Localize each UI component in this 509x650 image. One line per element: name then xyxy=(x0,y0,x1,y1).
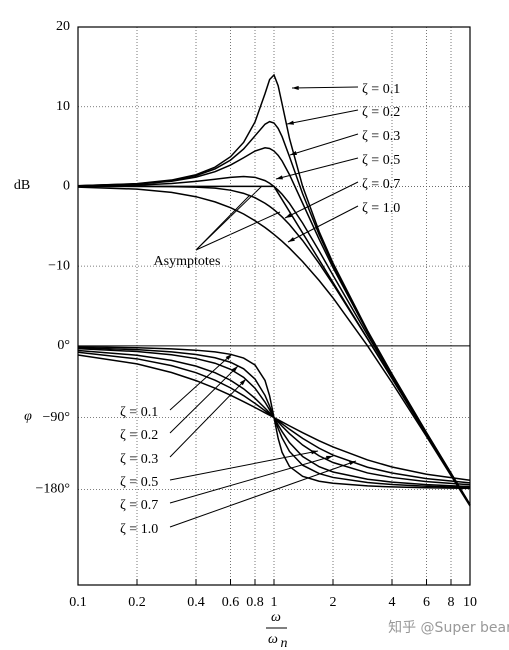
label-arrow xyxy=(169,353,233,411)
series-line xyxy=(77,354,471,481)
y-tick-label: −10 xyxy=(48,258,70,273)
label-arrow xyxy=(169,365,239,434)
y-tick-label: 0 xyxy=(63,179,70,194)
x-tick-label: 1 xyxy=(271,595,278,610)
arrow-head xyxy=(239,379,246,386)
label-arrow xyxy=(289,133,359,156)
series-label: ζ = 1.0 xyxy=(362,201,400,216)
x-tick-label: 0.2 xyxy=(128,595,146,610)
label-arrow xyxy=(169,378,247,458)
y2-tick-label: −90° xyxy=(43,410,71,425)
arrow-head xyxy=(285,213,292,218)
label-arrow xyxy=(287,205,359,243)
y-axis-label: dB xyxy=(14,178,30,193)
series-label: ζ = 0.3 xyxy=(120,452,158,467)
label-arrow xyxy=(169,455,334,504)
arrow-head xyxy=(225,354,232,361)
x-tick-label: 0.6 xyxy=(222,595,240,610)
arrow-head xyxy=(288,237,295,242)
label-arrow xyxy=(169,450,319,481)
watermark: 知乎 @Super bear xyxy=(388,619,509,636)
arrow-head xyxy=(349,461,356,466)
label-arrow xyxy=(284,181,359,219)
x-tick-label: 0.8 xyxy=(246,595,264,610)
label-arrow xyxy=(286,109,359,125)
y-tick-label: 10 xyxy=(56,99,70,114)
x-axis-label-numerator: ω xyxy=(271,610,281,625)
series-label: ζ = 0.1 xyxy=(362,82,400,97)
x-tick-label: 0.4 xyxy=(187,595,205,610)
arrow-head xyxy=(311,450,318,455)
series-label: ζ = 0.5 xyxy=(362,153,400,168)
arrow-head xyxy=(292,85,299,90)
series-label: ζ = 0.2 xyxy=(362,105,400,120)
label-arrow xyxy=(291,86,359,89)
y-tick-label: 20 xyxy=(56,19,70,34)
x-tick-label: 2 xyxy=(330,595,337,610)
label-arrow xyxy=(275,157,359,180)
arrow-head xyxy=(290,151,297,156)
series-line xyxy=(78,185,471,506)
arrow-head xyxy=(231,366,238,373)
y2-axis-label: φ xyxy=(24,409,32,424)
x-tick-label: 6 xyxy=(423,595,430,610)
x-tick-label: 10 xyxy=(463,595,477,610)
x-axis-label-subscript: n xyxy=(281,636,288,650)
series-line xyxy=(77,186,471,507)
annotation-arrow xyxy=(195,194,251,251)
plot-frame xyxy=(77,26,471,586)
series-label: ζ = 0.1 xyxy=(120,405,158,420)
series-label: ζ = 0.3 xyxy=(362,129,400,144)
series-line xyxy=(77,147,471,506)
y2-tick-label: −180° xyxy=(36,482,71,497)
x-tick-label: 4 xyxy=(389,595,396,610)
series-label: ζ = 0.7 xyxy=(362,177,400,192)
series-label: ζ = 0.5 xyxy=(120,475,158,490)
x-tick-label: 0.1 xyxy=(69,595,87,610)
annotation: Asymptotes xyxy=(154,254,221,269)
y2-tick-label: 0° xyxy=(57,338,70,353)
series-label: ζ = 0.2 xyxy=(120,428,158,443)
arrow-head xyxy=(287,120,294,125)
series-label: ζ = 1.0 xyxy=(120,522,158,537)
label-arrow xyxy=(169,460,357,528)
arrow-head xyxy=(326,455,333,460)
annotation-arrow xyxy=(195,211,281,251)
series-label: ζ = 0.7 xyxy=(120,498,158,513)
x-tick-label: 8 xyxy=(448,595,455,610)
arrow-head xyxy=(276,175,283,180)
series-line xyxy=(77,175,471,506)
x-axis-label-denominator: ω xyxy=(268,632,278,647)
